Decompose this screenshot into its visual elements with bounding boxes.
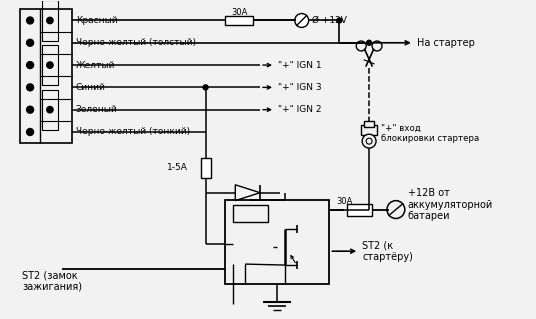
Bar xyxy=(225,200,330,284)
Text: Красный: Красный xyxy=(76,16,117,25)
Bar xyxy=(347,204,372,216)
Circle shape xyxy=(362,134,376,148)
Bar xyxy=(42,45,58,85)
Bar xyxy=(42,0,58,41)
Polygon shape xyxy=(235,185,260,201)
Circle shape xyxy=(27,39,34,46)
Text: Черно-желтый (толстый): Черно-желтый (толстый) xyxy=(76,38,196,47)
Circle shape xyxy=(27,17,34,24)
Text: 30A: 30A xyxy=(336,197,353,206)
Circle shape xyxy=(356,41,366,51)
Text: 1-5A: 1-5A xyxy=(167,163,188,173)
Circle shape xyxy=(47,107,53,113)
Bar xyxy=(361,125,377,135)
Circle shape xyxy=(27,106,34,113)
Circle shape xyxy=(203,85,208,90)
Bar xyxy=(225,16,253,26)
Circle shape xyxy=(337,18,342,23)
Text: "+" IGN 3: "+" IGN 3 xyxy=(278,83,322,92)
Circle shape xyxy=(47,62,53,68)
Bar xyxy=(364,121,374,127)
Circle shape xyxy=(47,17,53,24)
Circle shape xyxy=(295,13,309,27)
Bar xyxy=(200,158,211,178)
Text: ST2 (к
стартёру): ST2 (к стартёру) xyxy=(362,241,413,262)
Bar xyxy=(42,90,58,130)
Text: "+" вход
блокировки стартера: "+" вход блокировки стартера xyxy=(381,123,479,143)
Bar xyxy=(20,9,72,143)
Text: "+" IGN 1: "+" IGN 1 xyxy=(278,61,322,70)
Text: Желтый: Желтый xyxy=(76,61,115,70)
Circle shape xyxy=(366,138,372,144)
Circle shape xyxy=(27,84,34,91)
Circle shape xyxy=(372,41,382,51)
Text: Черно-желтый (тонкий): Черно-желтый (тонкий) xyxy=(76,128,190,137)
Text: Ø +12V: Ø +12V xyxy=(311,16,346,25)
Text: Зеленый: Зеленый xyxy=(76,105,117,114)
Bar xyxy=(233,204,268,222)
Text: +12В от
аккумуляторной
батареи: +12В от аккумуляторной батареи xyxy=(408,188,493,221)
Circle shape xyxy=(387,201,405,219)
Text: "+" IGN 2: "+" IGN 2 xyxy=(278,105,322,114)
Circle shape xyxy=(367,40,371,45)
Text: 30A: 30A xyxy=(231,8,248,17)
Text: ST2 (замок
зажигания): ST2 (замок зажигания) xyxy=(22,270,82,292)
Circle shape xyxy=(27,129,34,136)
Text: На стартер: На стартер xyxy=(416,38,474,48)
Text: Синий: Синий xyxy=(76,83,106,92)
Circle shape xyxy=(27,62,34,69)
